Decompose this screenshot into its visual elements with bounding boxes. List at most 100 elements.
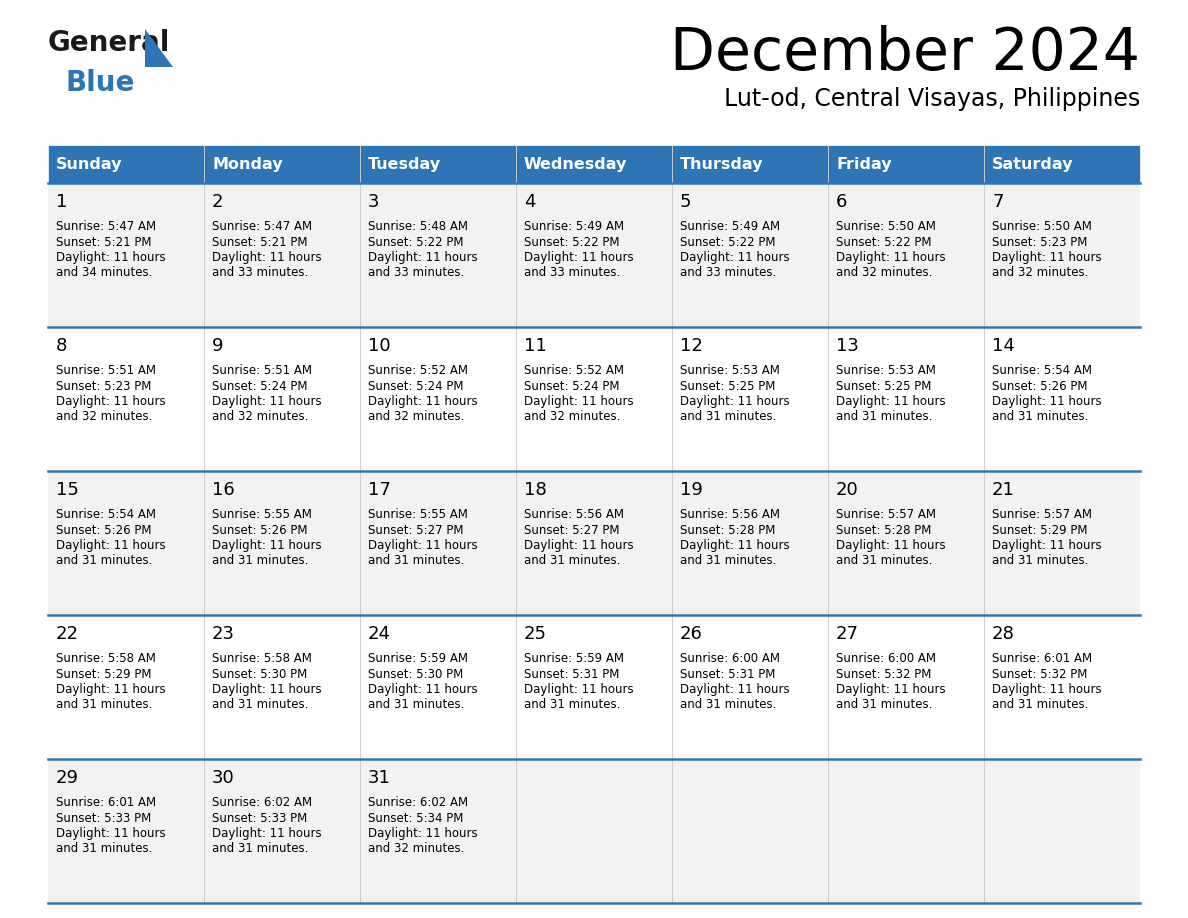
Text: 24: 24: [368, 625, 391, 643]
Text: Daylight: 11 hours: Daylight: 11 hours: [368, 395, 478, 408]
Bar: [984, 615, 1140, 759]
Text: and 31 minutes.: and 31 minutes.: [992, 410, 1088, 423]
Text: Sunset: 5:29 PM: Sunset: 5:29 PM: [992, 523, 1087, 536]
Bar: [672, 183, 828, 327]
Text: Sunrise: 5:58 AM: Sunrise: 5:58 AM: [211, 652, 312, 665]
Text: Sunset: 5:31 PM: Sunset: 5:31 PM: [680, 667, 776, 680]
Polygon shape: [145, 29, 173, 67]
Text: Daylight: 11 hours: Daylight: 11 hours: [368, 683, 478, 696]
Bar: [672, 471, 828, 615]
Text: 26: 26: [680, 625, 703, 643]
Text: Sunrise: 5:54 AM: Sunrise: 5:54 AM: [992, 364, 1092, 377]
Text: Daylight: 11 hours: Daylight: 11 hours: [56, 827, 165, 840]
Bar: [204, 145, 360, 183]
Text: 15: 15: [56, 481, 78, 499]
Bar: [48, 471, 204, 615]
Text: Sunrise: 5:51 AM: Sunrise: 5:51 AM: [211, 364, 312, 377]
Text: Wednesday: Wednesday: [524, 156, 627, 172]
Text: 14: 14: [992, 337, 1015, 355]
Text: Sunset: 5:21 PM: Sunset: 5:21 PM: [56, 236, 152, 249]
Text: 9: 9: [211, 337, 223, 355]
Text: Sunrise: 6:01 AM: Sunrise: 6:01 AM: [56, 796, 156, 809]
Text: General: General: [48, 29, 170, 57]
Bar: [828, 471, 984, 615]
Text: Daylight: 11 hours: Daylight: 11 hours: [680, 251, 790, 264]
Bar: [360, 615, 516, 759]
Bar: [360, 759, 516, 903]
Text: Sunset: 5:33 PM: Sunset: 5:33 PM: [211, 812, 308, 824]
Text: Sunset: 5:23 PM: Sunset: 5:23 PM: [992, 236, 1087, 249]
Text: Daylight: 11 hours: Daylight: 11 hours: [368, 539, 478, 552]
Text: Sunset: 5:24 PM: Sunset: 5:24 PM: [211, 379, 308, 393]
Text: and 31 minutes.: and 31 minutes.: [836, 410, 933, 423]
Bar: [984, 759, 1140, 903]
Text: Daylight: 11 hours: Daylight: 11 hours: [56, 251, 165, 264]
Text: and 32 minutes.: and 32 minutes.: [56, 410, 152, 423]
Text: 11: 11: [524, 337, 546, 355]
Bar: [516, 759, 672, 903]
Text: Sunrise: 5:49 AM: Sunrise: 5:49 AM: [680, 220, 781, 233]
Text: Daylight: 11 hours: Daylight: 11 hours: [56, 683, 165, 696]
Text: Daylight: 11 hours: Daylight: 11 hours: [836, 251, 946, 264]
Bar: [360, 183, 516, 327]
Bar: [828, 145, 984, 183]
Text: 16: 16: [211, 481, 235, 499]
Text: 2: 2: [211, 193, 223, 211]
Text: Sunset: 5:30 PM: Sunset: 5:30 PM: [368, 667, 463, 680]
Text: Tuesday: Tuesday: [368, 156, 441, 172]
Bar: [48, 183, 204, 327]
Text: and 31 minutes.: and 31 minutes.: [524, 699, 620, 711]
Text: Sunrise: 5:50 AM: Sunrise: 5:50 AM: [992, 220, 1092, 233]
Text: 17: 17: [368, 481, 391, 499]
Bar: [828, 759, 984, 903]
Text: 7: 7: [992, 193, 1004, 211]
Text: and 34 minutes.: and 34 minutes.: [56, 266, 152, 279]
Text: 8: 8: [56, 337, 68, 355]
Text: 22: 22: [56, 625, 78, 643]
Text: and 32 minutes.: and 32 minutes.: [524, 410, 620, 423]
Text: and 31 minutes.: and 31 minutes.: [836, 554, 933, 567]
Text: Sunrise: 6:02 AM: Sunrise: 6:02 AM: [211, 796, 312, 809]
Bar: [48, 327, 204, 471]
Text: 28: 28: [992, 625, 1015, 643]
Text: and 33 minutes.: and 33 minutes.: [211, 266, 308, 279]
Text: 21: 21: [992, 481, 1015, 499]
Text: Sunset: 5:27 PM: Sunset: 5:27 PM: [524, 523, 619, 536]
Text: 30: 30: [211, 769, 235, 787]
Text: Sunrise: 5:59 AM: Sunrise: 5:59 AM: [524, 652, 624, 665]
Text: 4: 4: [524, 193, 536, 211]
Bar: [672, 615, 828, 759]
Bar: [204, 615, 360, 759]
Text: and 32 minutes.: and 32 minutes.: [836, 266, 933, 279]
Text: Sunrise: 6:02 AM: Sunrise: 6:02 AM: [368, 796, 468, 809]
Text: Sunset: 5:23 PM: Sunset: 5:23 PM: [56, 379, 151, 393]
Bar: [204, 183, 360, 327]
Text: 18: 18: [524, 481, 546, 499]
Text: and 31 minutes.: and 31 minutes.: [56, 699, 152, 711]
Text: and 33 minutes.: and 33 minutes.: [368, 266, 465, 279]
Text: Sunrise: 5:48 AM: Sunrise: 5:48 AM: [368, 220, 468, 233]
Text: Sunset: 5:25 PM: Sunset: 5:25 PM: [836, 379, 931, 393]
Text: Sunset: 5:27 PM: Sunset: 5:27 PM: [368, 523, 463, 536]
Text: Sunrise: 5:53 AM: Sunrise: 5:53 AM: [680, 364, 779, 377]
Text: 31: 31: [368, 769, 391, 787]
Bar: [984, 145, 1140, 183]
Text: Sunset: 5:28 PM: Sunset: 5:28 PM: [680, 523, 776, 536]
Text: Sunset: 5:31 PM: Sunset: 5:31 PM: [524, 667, 619, 680]
Text: and 32 minutes.: and 32 minutes.: [992, 266, 1088, 279]
Bar: [984, 327, 1140, 471]
Text: Blue: Blue: [67, 69, 135, 97]
Text: Sunset: 5:24 PM: Sunset: 5:24 PM: [368, 379, 463, 393]
Text: Sunrise: 5:58 AM: Sunrise: 5:58 AM: [56, 652, 156, 665]
Bar: [360, 145, 516, 183]
Text: Monday: Monday: [211, 156, 283, 172]
Text: Sunrise: 5:51 AM: Sunrise: 5:51 AM: [56, 364, 156, 377]
Text: Sunrise: 6:00 AM: Sunrise: 6:00 AM: [680, 652, 781, 665]
Text: Sunset: 5:26 PM: Sunset: 5:26 PM: [211, 523, 308, 536]
Text: Daylight: 11 hours: Daylight: 11 hours: [56, 395, 165, 408]
Text: and 33 minutes.: and 33 minutes.: [680, 266, 776, 279]
Text: 23: 23: [211, 625, 235, 643]
Text: and 32 minutes.: and 32 minutes.: [368, 410, 465, 423]
Bar: [984, 183, 1140, 327]
Text: Sunset: 5:29 PM: Sunset: 5:29 PM: [56, 667, 152, 680]
